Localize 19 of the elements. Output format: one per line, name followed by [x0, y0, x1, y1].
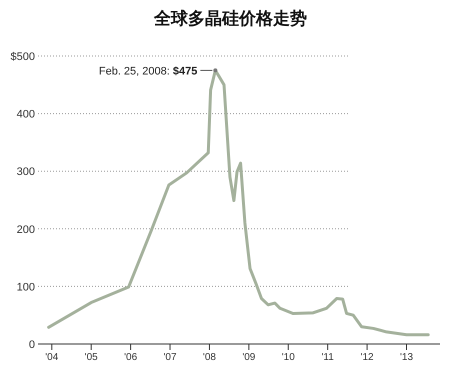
x-tick-label: '09 [242, 352, 256, 363]
chart-title: 全球多晶硅价格走势 [153, 9, 307, 28]
line-series [47, 68, 430, 336]
y-tick-label: 0 [28, 339, 35, 351]
x-tick-label: '10 [282, 352, 296, 363]
x-tick-label: '13 [400, 352, 414, 363]
y-tick-label: $500 [10, 51, 35, 63]
y-tick-label: 100 [16, 281, 35, 294]
x-tick-label: '06 [124, 352, 138, 363]
x-tick-label: '04 [45, 352, 59, 363]
x-tick-label: '07 [164, 352, 177, 363]
y-tick-label: 300 [16, 166, 35, 178]
y-tick-label: 200 [16, 224, 35, 236]
x-tick-label: '11 [322, 352, 334, 363]
y-tick-label: 400 [16, 108, 35, 121]
annotation: Feb. 25, 2008: $475 [98, 65, 198, 78]
x-tick-label: '12 [360, 352, 374, 363]
x-tick-label: '05 [84, 352, 98, 363]
x-tick-label: '08 [202, 352, 216, 363]
